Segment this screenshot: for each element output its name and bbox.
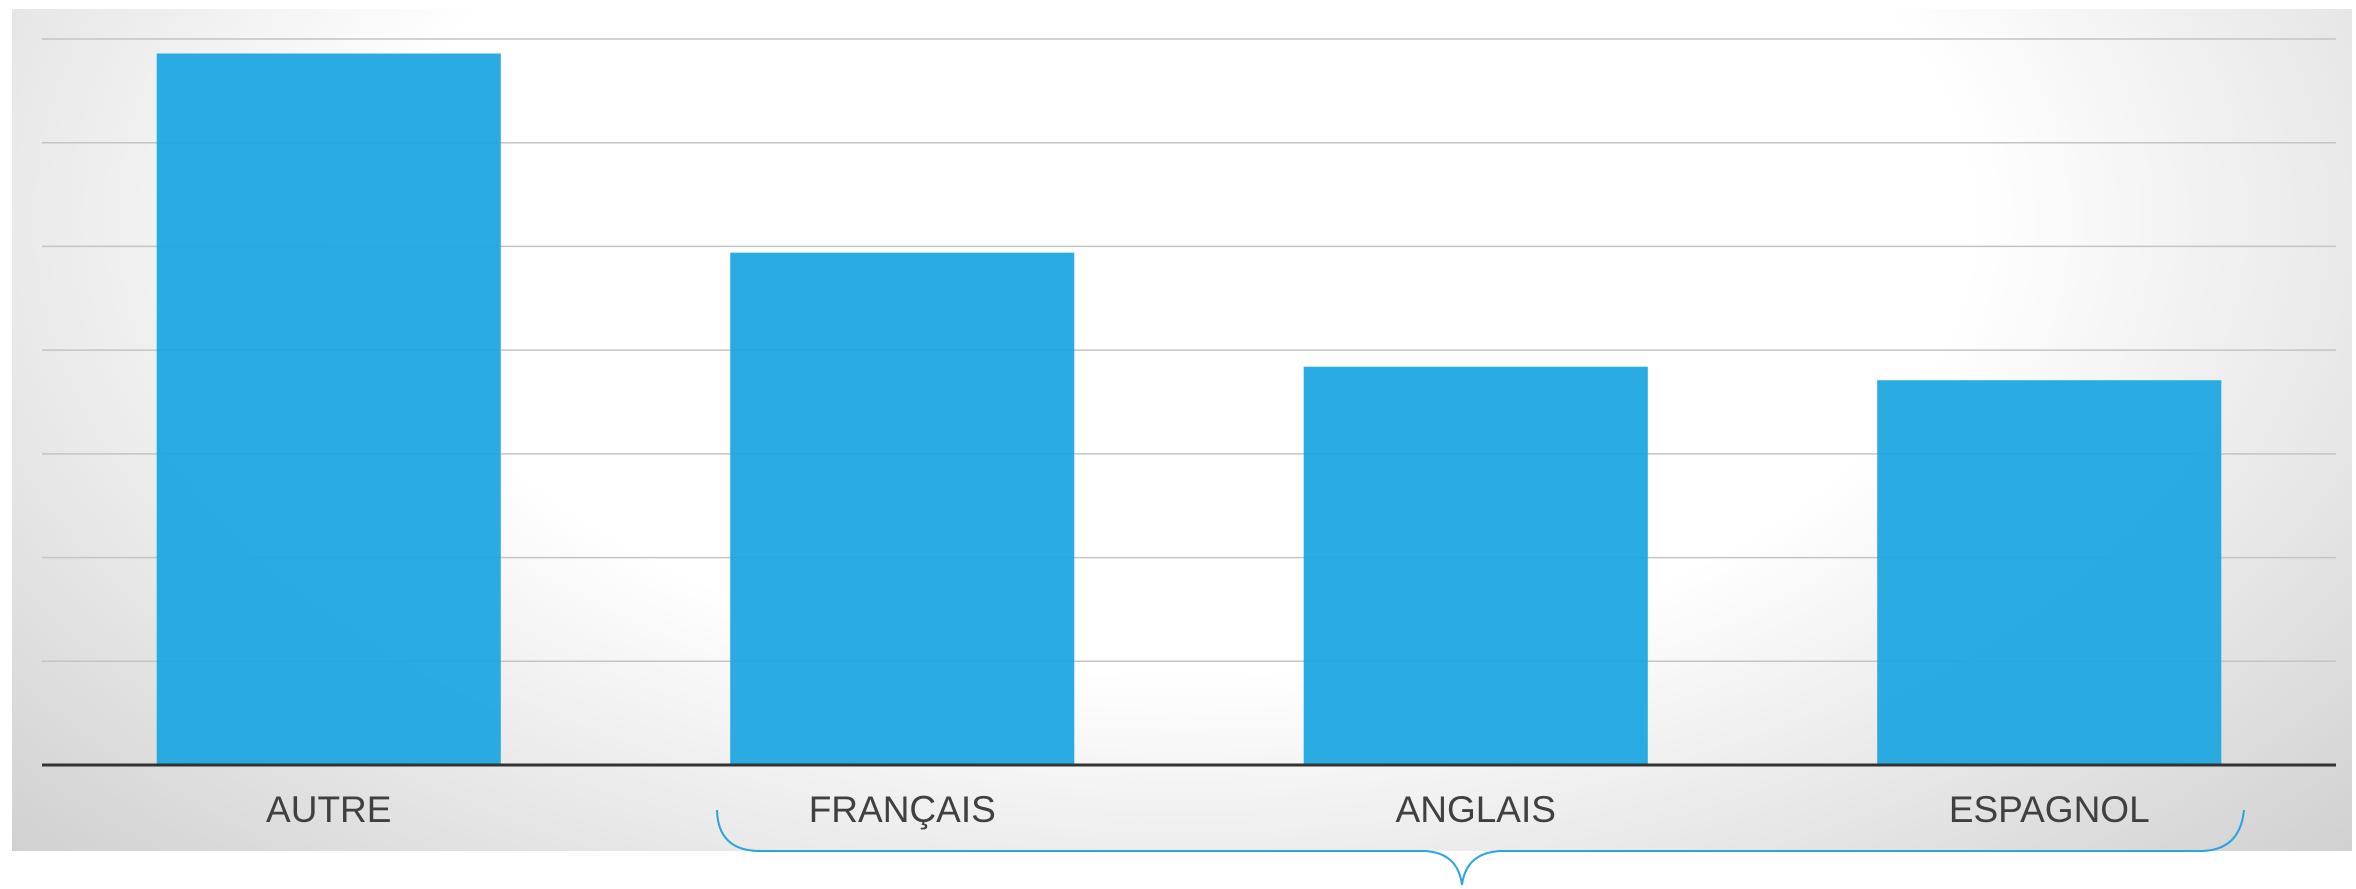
bar bbox=[1303, 366, 1648, 765]
brace bbox=[716, 809, 2245, 886]
bars bbox=[156, 53, 2222, 765]
bar bbox=[1877, 380, 2222, 765]
bar bbox=[156, 53, 501, 765]
x-tick-label: ESPAGNOL bbox=[1949, 789, 2150, 830]
x-tick-label: AUTRE bbox=[266, 789, 391, 830]
bar bbox=[730, 252, 1075, 765]
x-tick-label: ANGLAIS bbox=[1396, 789, 1556, 830]
x-tick-label: FRANÇAIS bbox=[809, 789, 996, 830]
